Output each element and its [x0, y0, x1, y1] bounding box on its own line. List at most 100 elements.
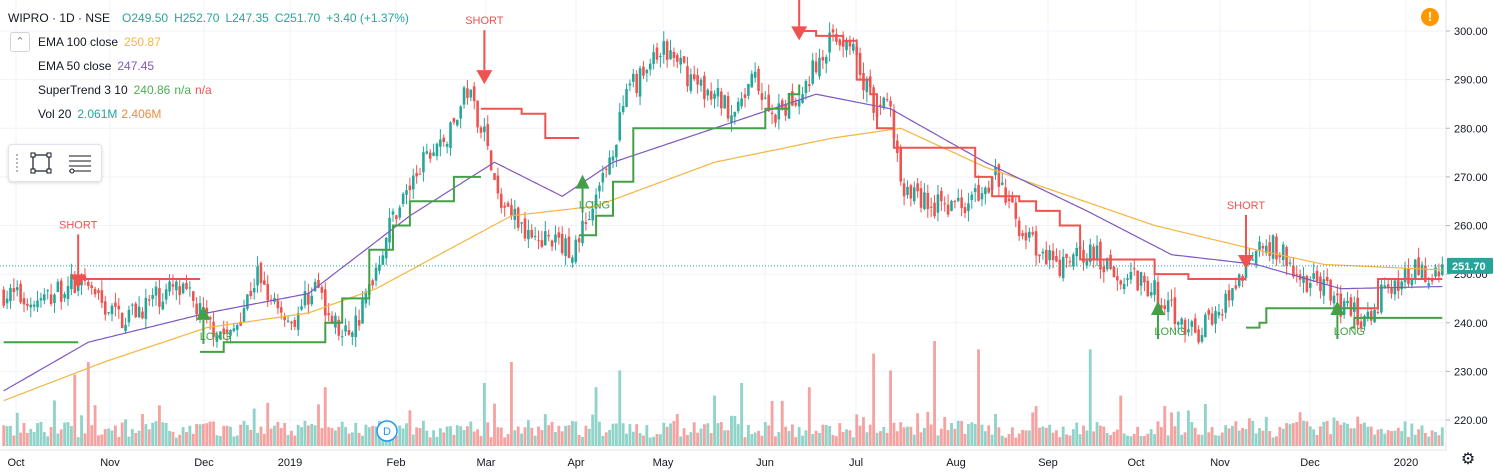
volume-bar: [235, 435, 239, 446]
volume-bar: [296, 424, 300, 446]
volume-bar: [493, 403, 496, 446]
candle-body: [459, 106, 462, 119]
volume-bar: [1319, 426, 1322, 446]
candle-body: [1000, 182, 1004, 185]
chevron-up-icon[interactable]: ⌃: [10, 32, 30, 52]
rectangle-icon[interactable]: [29, 151, 53, 175]
volume-bar: [1312, 429, 1316, 446]
candle-body: [1258, 241, 1261, 251]
volume-bar: [814, 430, 818, 446]
candle-body: [1217, 311, 1221, 316]
volume-bar: [185, 432, 188, 446]
volume-bar: [273, 425, 276, 446]
candle-body: [371, 280, 374, 286]
candle-body: [527, 229, 530, 240]
candle-body: [852, 43, 855, 51]
indicator-supertrend[interactable]: SuperTrend 3 10 240.86 n/a n/a: [8, 78, 409, 102]
candle-body: [1031, 232, 1035, 235]
x-tick-label: Oct: [7, 457, 24, 469]
volume-bar: [1051, 432, 1055, 446]
volume-bar: [1203, 404, 1207, 446]
candle-body: [533, 235, 537, 237]
indicator-volume[interactable]: Vol 20 2.061M 2.406M: [8, 102, 409, 126]
volume-bar: [371, 425, 375, 446]
candle-body: [1339, 293, 1343, 317]
lines-settings-icon[interactable]: [67, 151, 91, 175]
long-signal-label: LONG: [200, 331, 231, 343]
candle-body: [398, 207, 402, 218]
volume-bar: [218, 436, 222, 446]
symbol-title[interactable]: WIPRO · 1D · NSE: [8, 11, 111, 25]
candle-body: [246, 294, 249, 309]
volume-bar: [1390, 431, 1393, 446]
volume-bar: [895, 431, 899, 446]
volume-bar: [469, 421, 473, 446]
candle-body: [625, 88, 628, 107]
candle-body: [90, 285, 93, 289]
volume-bar: [347, 433, 351, 446]
candle-body: [1011, 196, 1014, 203]
gear-icon[interactable]: ⚙: [1460, 451, 1476, 468]
volume-bar: [25, 432, 29, 446]
volume-bar: [76, 437, 80, 446]
volume-bar: [892, 422, 896, 446]
volume-bar: [1427, 436, 1431, 446]
candle-body: [1349, 297, 1353, 316]
candle-body: [401, 193, 405, 204]
volume-bar: [574, 421, 578, 446]
volume-bar: [1075, 422, 1079, 446]
candle-body: [818, 57, 821, 77]
indicator-ema50[interactable]: EMA 50 close 247.45: [8, 54, 409, 78]
candle-body: [1116, 276, 1119, 281]
volume-bar: [669, 423, 672, 446]
candle-body: [838, 39, 842, 46]
candle-body: [997, 164, 1001, 187]
candle-body: [713, 93, 716, 99]
volume-bar: [141, 414, 144, 446]
candle-body: [764, 97, 767, 99]
volume-bar: [787, 431, 791, 446]
volume-bar: [201, 423, 205, 446]
candle-body: [1068, 261, 1072, 263]
candle-body: [158, 288, 161, 307]
candle-body: [161, 301, 165, 310]
candle-body: [1329, 279, 1332, 301]
volume-bar: [327, 427, 331, 446]
volume-bar: [12, 435, 16, 446]
volume-bar: [1434, 432, 1437, 446]
volume-bar: [648, 437, 652, 446]
volume-bar: [496, 427, 500, 446]
candle-body: [127, 309, 131, 323]
candle-body: [1383, 285, 1387, 288]
candle-body: [1295, 274, 1299, 276]
candle-body: [1044, 249, 1048, 265]
volume-bar: [1099, 425, 1102, 446]
volume-bar: [69, 426, 73, 446]
candle-body: [1437, 271, 1441, 277]
candle-body: [1312, 273, 1315, 279]
x-tick-label: Nov: [1210, 457, 1230, 469]
volume-bar: [161, 422, 165, 446]
chart-legend: WIPRO · 1D · NSE O249.50 H252.70 L247.35…: [8, 6, 409, 126]
volume-bar: [997, 427, 1001, 446]
volume-bar: [1288, 424, 1292, 446]
candle-body: [730, 115, 733, 124]
drag-handle[interactable]: [15, 153, 19, 173]
low-value: L247.35: [225, 11, 269, 25]
candle-body: [15, 287, 19, 291]
candle-body: [879, 104, 882, 107]
candle-body: [608, 157, 611, 175]
candle-body: [307, 292, 310, 305]
volume-bar: [604, 432, 608, 446]
volume-bar: [1352, 428, 1356, 446]
indicator-ema100[interactable]: ⌃ EMA 100 close 250.87: [8, 30, 409, 54]
candle-body: [696, 75, 699, 85]
candle-body: [168, 281, 171, 292]
candle-body: [1122, 284, 1126, 290]
volume-bar: [625, 433, 628, 446]
warning-icon[interactable]: !: [1421, 8, 1439, 26]
volume-bar: [1149, 429, 1153, 446]
candle-body: [652, 52, 655, 65]
drawing-toolbox[interactable]: [8, 144, 102, 182]
